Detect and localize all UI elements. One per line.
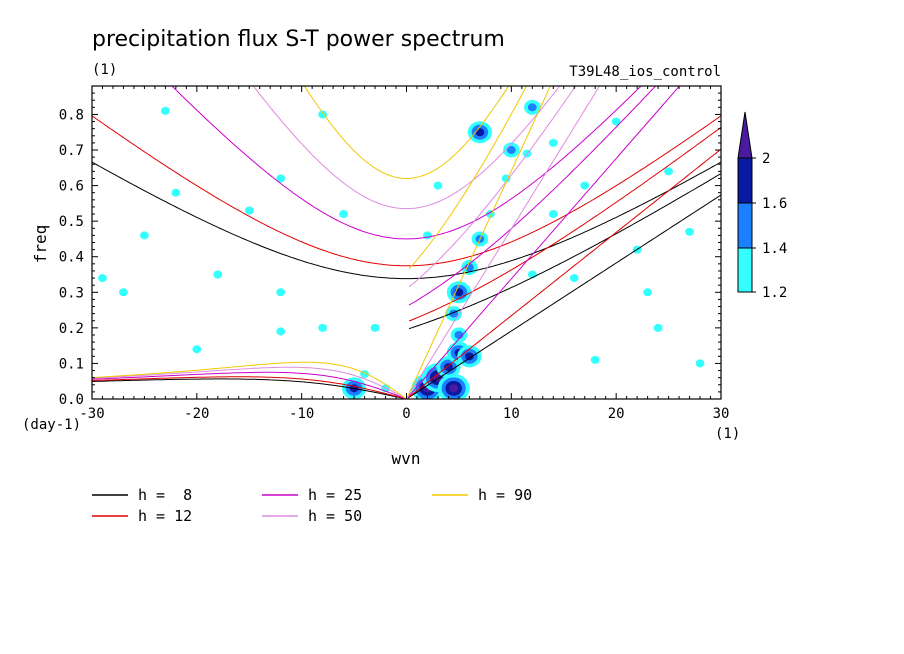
spectral-peak: [643, 288, 653, 297]
spectral-peak: [213, 270, 223, 279]
chart-title: precipitation flux S-T power spectrum: [92, 27, 505, 52]
spectral-peak: [276, 174, 286, 183]
spectral-peak: [192, 345, 202, 354]
dispersion-curve: [92, 161, 721, 399]
spectral-peak: [433, 181, 443, 190]
spectral-peak: [423, 231, 432, 240]
y-tick-label: 0.4: [59, 250, 84, 266]
spectral-peak: [580, 181, 590, 190]
colorbar-label: 1.6: [762, 196, 787, 212]
spectral-peak: [276, 288, 286, 297]
x-axis-title: wvn: [392, 449, 421, 468]
dispersion-curve: [92, 86, 681, 399]
spectral-peak: [524, 99, 541, 115]
spectral-peak: [685, 227, 694, 236]
spectral-peak: [276, 327, 286, 336]
spectral-peak: [467, 121, 492, 144]
spectral-peak: [119, 288, 128, 297]
spectral-peak: [370, 323, 380, 332]
spectral-peak: [503, 142, 520, 158]
y-units-label: (day-1): [22, 417, 81, 433]
colorbar-label: 2: [762, 151, 770, 167]
spectral-peak: [339, 210, 348, 219]
legend-item: h = 12: [92, 507, 192, 525]
colorbar: 1.2 1.4 1.6 2: [737, 111, 787, 301]
legend-label: h = 25: [308, 486, 362, 504]
legend-item: h = 8: [92, 486, 192, 504]
colorbar-label: 1.4: [762, 241, 787, 257]
y-tick-label: 0.1: [59, 356, 84, 372]
y-axis-title: freq: [31, 225, 50, 264]
x-units-label: (1): [715, 426, 740, 442]
x-tick-label: -10: [289, 406, 314, 422]
y-tick-label: 0.0: [59, 392, 84, 408]
spectral-peak: [548, 210, 558, 219]
spectral-peak: [244, 206, 254, 215]
spectral-peaks: [98, 99, 705, 399]
y-tick-label: 0.8: [59, 107, 84, 123]
colorbar-segment: [737, 247, 753, 293]
spectral-peak: [318, 323, 328, 332]
x-tick-label: 0: [402, 406, 410, 422]
y-tick-label: 0.5: [59, 214, 84, 230]
spectral-peak: [611, 117, 621, 126]
legend-item: h = 90: [432, 486, 532, 504]
spectral-peak: [450, 327, 468, 343]
spectral-peak: [436, 355, 461, 378]
spectral-peak: [140, 231, 149, 240]
spectral-peak: [569, 274, 579, 283]
spectral-peak: [548, 138, 558, 147]
axis-ticks: -30 -20 -10 0 10 20 30 0.0 0.1 0.2 0.3 0.4 0.5 0.6 0.7…: [59, 85, 730, 422]
dispersion-curve: [92, 86, 551, 399]
spectral-peak: [695, 359, 705, 368]
spectral-peak: [171, 188, 181, 197]
spectral-peak: [160, 106, 170, 115]
spectral-peak: [98, 274, 107, 283]
run-label: T39L48_ios_control: [569, 64, 721, 80]
colorbar-segment: [737, 157, 753, 204]
legend: h = 8 h = 12 h = 25 h = 50 h = 90: [92, 486, 532, 525]
spectral-peak: [437, 373, 470, 399]
x-tick-label: -20: [184, 406, 209, 422]
spectral-peak: [664, 167, 673, 176]
legend-label: h = 90: [478, 486, 532, 504]
x-tick-label: 10: [503, 406, 520, 422]
dispersion-curve: [92, 86, 601, 399]
legend-label: h = 12: [138, 507, 192, 525]
units-label: (1): [92, 62, 117, 78]
y-tick-label: 0.2: [59, 321, 84, 337]
x-tick-label: 20: [608, 406, 625, 422]
y-tick-label: 0.7: [59, 143, 84, 159]
dispersion-curves: [92, 86, 721, 399]
plot-frame: [91, 85, 722, 400]
legend-item: h = 25: [262, 486, 362, 504]
x-tick-label: -30: [79, 406, 104, 422]
legend-item: h = 50: [262, 507, 362, 525]
legend-label: h = 8: [138, 486, 192, 504]
legend-label: h = 50: [308, 507, 362, 525]
dispersion-curve: [92, 115, 721, 399]
spectral-peak: [590, 355, 600, 364]
y-tick-label: 0.3: [59, 285, 84, 301]
colorbar-segment: [737, 202, 753, 249]
y-tick-label: 0.6: [59, 179, 84, 195]
colorbar-label: 1.2: [762, 285, 787, 301]
colorbar-arrow: [737, 111, 753, 159]
x-tick-label: 30: [713, 406, 730, 422]
spectral-peak: [653, 323, 663, 332]
